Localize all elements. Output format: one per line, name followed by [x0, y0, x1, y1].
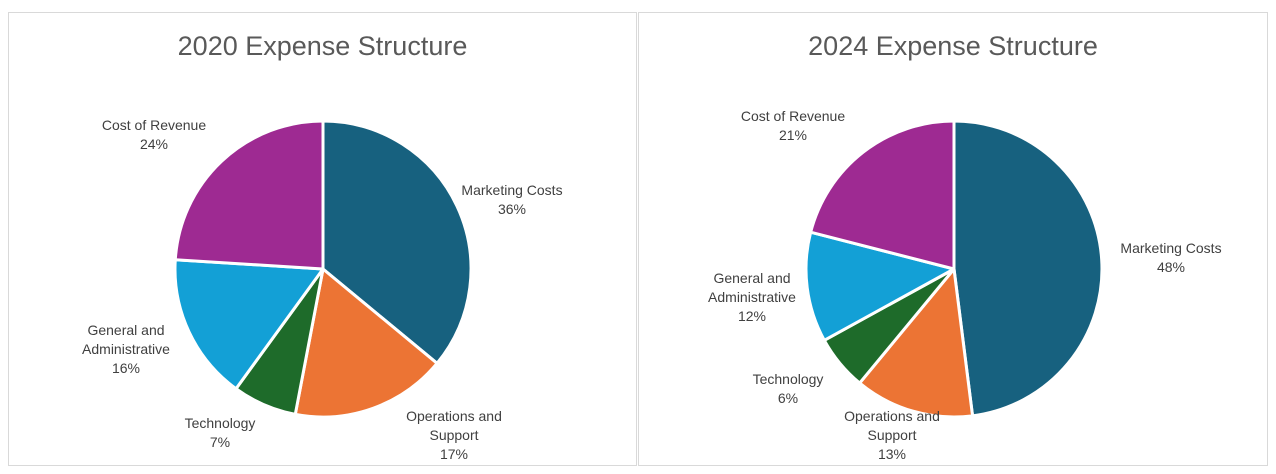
- data-label-category: Support: [867, 427, 917, 443]
- data-label-category: Marketing Costs: [1120, 240, 1222, 256]
- data-label-technology: Technology 6%: [753, 370, 824, 408]
- data-label-general-and-administrative: General and Administrative 12%: [708, 269, 796, 326]
- data-label-percent: 48%: [1156, 259, 1186, 275]
- data-label-operations-and-support: Operations and Support 13%: [844, 407, 940, 464]
- data-label-percent: 6%: [777, 390, 799, 406]
- data-label-category: Administrative: [82, 341, 170, 357]
- data-label-category: General and: [713, 270, 791, 286]
- pie-slice-cost-of-revenue: [173, 119, 325, 271]
- data-label-percent: 12%: [737, 308, 767, 324]
- pie-slice-operations-and-support: [858, 267, 975, 419]
- pie-chart: [173, 119, 473, 419]
- data-label-percent: 17%: [439, 446, 469, 462]
- data-label-percent: 16%: [111, 360, 141, 376]
- pie-chart: [804, 119, 1104, 419]
- data-label-category: Marketing Costs: [461, 182, 563, 198]
- data-label-category: Operations and: [844, 408, 940, 424]
- data-label-category: Operations and: [406, 408, 502, 424]
- chart-panel-2020: 2020 Expense Structure Marketing Costs 36…: [8, 12, 637, 466]
- pie-slice-cost-of-revenue: [809, 119, 956, 271]
- data-label-cost-of-revenue: Cost of Revenue 21%: [741, 107, 845, 145]
- data-label-category: Administrative: [708, 289, 796, 305]
- data-label-category: Cost of Revenue: [740, 108, 846, 124]
- data-label-category: Technology: [752, 371, 824, 387]
- data-label-general-and-administrative: General and Administrative 16%: [82, 321, 170, 378]
- data-label-cost-of-revenue: Cost of Revenue 24%: [102, 116, 206, 154]
- data-label-percent: 21%: [778, 127, 808, 143]
- data-label-technology: Technology 7%: [185, 414, 256, 452]
- pie-slice-marketing-costs: [321, 119, 473, 365]
- data-label-percent: 13%: [877, 446, 907, 462]
- data-label-marketing-costs: Marketing Costs 48%: [1120, 239, 1221, 277]
- chart-title: 2020 Expense Structure: [177, 31, 468, 61]
- pie-slice-general-and-administrative: [804, 230, 956, 342]
- data-label-percent: 36%: [497, 201, 527, 217]
- pie-slice-general-and-administrative: [173, 258, 325, 391]
- data-label-marketing-costs: Marketing Costs 36%: [461, 181, 562, 219]
- pie-slice-marketing-costs: [952, 119, 1104, 418]
- data-label-operations-and-support: Operations and Support 17%: [406, 407, 502, 464]
- data-label-percent: 24%: [139, 136, 169, 152]
- pie-slice-operations-and-support: [293, 267, 439, 419]
- data-label-percent: 7%: [209, 434, 231, 450]
- data-label-category: Support: [429, 427, 479, 443]
- data-label-category: Cost of Revenue: [101, 117, 207, 133]
- data-label-category: General and: [87, 322, 165, 338]
- chart-title: 2024 Expense Structure: [808, 31, 1098, 61]
- data-label-category: Technology: [184, 415, 256, 431]
- chart-panel-2024: 2024 Expense Structure Marketing Costs 48…: [638, 12, 1268, 466]
